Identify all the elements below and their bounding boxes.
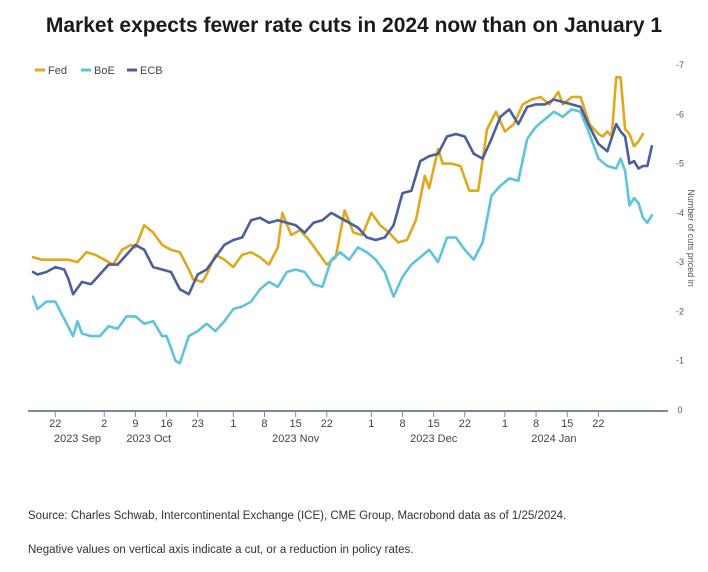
y-tick-label: -7 <box>676 60 684 70</box>
y-tick-label: -1 <box>676 356 684 366</box>
x-tick-label: 9 <box>132 418 138 430</box>
x-tick-label: 15 <box>561 418 573 430</box>
legend-label-fed: Fed <box>48 65 67 77</box>
y-tick-label: 0 <box>677 405 682 415</box>
x-tick-label: 1 <box>230 418 236 430</box>
x-tick-label: 22 <box>592 418 604 430</box>
x-tick-label: 8 <box>533 418 539 430</box>
x-tick-label: 15 <box>290 418 302 430</box>
x-month-label: 2023 Dec <box>410 433 458 445</box>
y-tick-label: -6 <box>676 109 684 119</box>
x-tick-label: 1 <box>368 418 374 430</box>
x-tick-label: 8 <box>399 418 405 430</box>
x-month-label: 2023 Oct <box>126 433 171 445</box>
legend-label-ecb: ECB <box>140 65 163 77</box>
x-month-label: 2023 Nov <box>272 433 320 445</box>
footnote: Negative values on vertical axis indicat… <box>28 544 414 556</box>
x-tick-label: 16 <box>160 418 172 430</box>
y-tick-label: -2 <box>676 306 684 316</box>
legend-label-boe: BoE <box>94 65 115 77</box>
x-month-label: 2024 Jan <box>531 433 576 445</box>
x-tick-label: 15 <box>428 418 440 430</box>
x-tick-label: 1 <box>502 418 508 430</box>
legend: Fed BoE ECB <box>35 65 163 77</box>
series-line-fed <box>31 76 645 284</box>
y-tick-label: -4 <box>676 208 684 218</box>
y-axis: 0 -1 -2 -3 -4 -5 -6 -7 <box>676 60 684 415</box>
x-tick-label: 22 <box>49 418 61 430</box>
y-tick-label: -3 <box>676 257 684 267</box>
series-lines <box>31 76 654 365</box>
x-tick-label: 23 <box>192 418 204 430</box>
x-tick-label: 22 <box>459 418 471 430</box>
x-month-label: 2023 Sep <box>54 433 101 445</box>
chart-title: Market expects fewer rate cuts in 2024 n… <box>45 14 663 37</box>
series-line-ecb <box>31 98 654 296</box>
x-tick-label: 22 <box>321 418 333 430</box>
y-axis-label: Number of cuts priced in <box>686 189 696 287</box>
x-tick-label: 2 <box>101 418 107 430</box>
line-chart: Fed BoE ECB 0 -1 -2 -3 -4 -5 -6 -7 Number of cuts… <box>28 60 696 445</box>
y-tick-label: -5 <box>676 159 684 169</box>
x-tick-label: 8 <box>261 418 267 430</box>
source-note: Source: Charles Schwab, Intercontinental… <box>28 510 567 522</box>
series-line-boe <box>31 108 654 365</box>
